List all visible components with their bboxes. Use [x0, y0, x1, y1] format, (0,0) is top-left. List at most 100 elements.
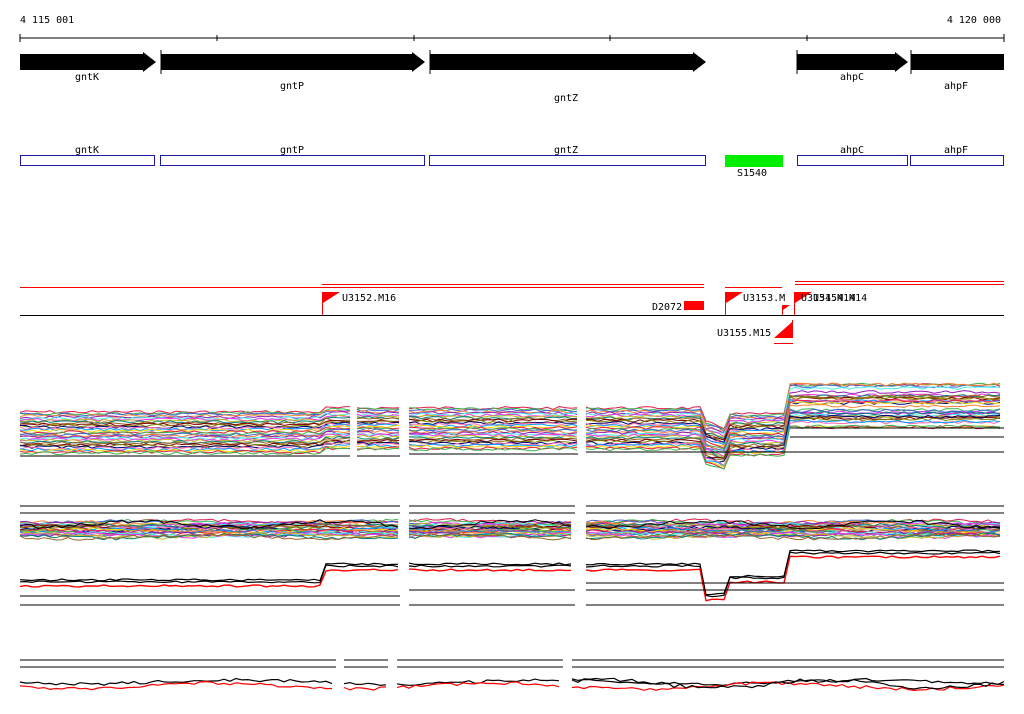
probe-trace-b — [408, 532, 572, 540]
probe-trace-a — [408, 405, 578, 410]
probe-trace-a — [356, 434, 400, 439]
probe-trace-a — [356, 439, 400, 443]
probe-trace-a — [585, 396, 1001, 444]
annotation-label-gntZ: gntZ — [554, 145, 578, 156]
probe-trace-d — [571, 677, 1005, 690]
probe-trace-c — [408, 562, 572, 566]
feature-label-overlap: U3154.M14 — [813, 293, 867, 304]
expression-tracks — [19, 382, 1005, 692]
gene-gntZ[interactable]: gntZ — [429, 50, 706, 104]
probe-trace-a — [356, 423, 400, 428]
annotation-box-gntK[interactable]: gntK — [20, 145, 155, 166]
probe-trace-a — [356, 420, 400, 424]
probe-trace-b — [19, 533, 399, 541]
probe-trace-a — [19, 421, 351, 428]
probe-trace-b — [585, 519, 1001, 530]
probe-trace-a — [409, 412, 578, 417]
probe-trace-a — [356, 412, 400, 417]
annotation-track: gntK gntP gntZ S1540 ahpC ahpF — [20, 145, 1004, 179]
feature-label-U3152: U3152.M16 — [342, 293, 396, 304]
probe-trace-b — [408, 521, 572, 528]
feature-flag-U3152[interactable]: U3152.M16 — [322, 292, 397, 315]
feature-flag-U3153[interactable]: U3153.M — [725, 292, 786, 315]
probe-trace-a — [585, 398, 1001, 446]
highlight-trace-d — [343, 686, 387, 691]
annotation-label-gntK: gntK — [75, 145, 99, 156]
annotation-label-ahpC: ahpC — [840, 145, 864, 156]
probe-trace-a — [356, 409, 400, 414]
srna-feature-S1540[interactable]: S1540 — [725, 155, 783, 179]
gene-label-gntP: gntP — [280, 81, 304, 92]
probe-trace-a — [356, 442, 400, 447]
probe-trace-a — [19, 441, 351, 449]
probe-trace-a — [408, 434, 578, 439]
probe-trace-a — [408, 424, 578, 429]
probe-trace-a — [585, 420, 1001, 467]
probe-trace-a — [585, 419, 1001, 468]
probe-trace-a — [585, 394, 1000, 441]
probe-trace-a — [356, 413, 400, 418]
probe-trace-a — [585, 414, 1001, 463]
probe-trace-c — [585, 551, 1001, 598]
probe-trace-d — [571, 677, 1005, 686]
probe-trace-c — [19, 564, 399, 584]
feature-flag-U3154[interactable]: U3154.M14 U3154.M14 — [782, 292, 868, 315]
highlight-trace-d — [396, 681, 560, 689]
probe-trace-a — [585, 408, 1001, 452]
probe-trace-a — [356, 417, 400, 420]
probe-trace-b — [19, 523, 399, 532]
probe-trace-b — [408, 519, 571, 530]
probe-trace-a — [356, 428, 400, 433]
probe-trace-b — [19, 519, 399, 530]
probe-trace-a — [19, 445, 350, 454]
probe-trace-a — [585, 399, 1001, 449]
probe-trace-a — [19, 444, 351, 452]
probe-trace-a — [19, 447, 351, 456]
gene-gntP[interactable]: gntP — [160, 50, 425, 92]
gene-ahpF[interactable]: ahpF — [910, 50, 1004, 92]
probe-trace-a — [356, 441, 400, 446]
highlight-trace-c — [19, 568, 399, 588]
gene-gntK[interactable]: gntK — [20, 52, 156, 83]
feature-track: U3152.M16 D2072 U3153.M U3154.M14 U3154.… — [20, 281, 1004, 344]
probe-trace-a — [408, 408, 578, 413]
probe-trace-a — [19, 430, 351, 438]
probe-trace-a — [408, 411, 578, 416]
probe-trace-a — [585, 386, 1001, 434]
annotation-label-ahpF: ahpF — [944, 145, 968, 156]
annotation-box-gntP[interactable]: gntP — [160, 145, 425, 166]
highlight-trace-c — [408, 568, 571, 572]
probe-trace-b — [585, 526, 1001, 535]
srna-label: S1540 — [737, 168, 767, 179]
probe-trace-a — [356, 429, 400, 434]
probe-trace-a — [408, 431, 578, 435]
highlight-trace-d — [19, 680, 333, 691]
feature-flag-U3155[interactable]: U3155.M15 — [717, 320, 793, 344]
probe-trace-a — [408, 443, 578, 448]
probe-trace-a — [356, 407, 400, 410]
feature-label-U3153: U3153.M — [743, 293, 785, 304]
gene-label-gntK: gntK — [75, 72, 99, 83]
annotation-box-ahpF[interactable]: ahpF — [910, 145, 1004, 166]
probe-trace-a — [19, 428, 351, 437]
annotation-box-ahpC[interactable]: ahpC — [797, 145, 908, 166]
probe-trace-b — [585, 533, 1001, 541]
probe-trace-c — [408, 564, 572, 568]
gene-label-gntZ: gntZ — [554, 93, 578, 104]
probe-trace-a — [356, 433, 400, 438]
probe-trace-b — [585, 523, 1001, 532]
probe-trace-a — [356, 445, 400, 449]
annotation-label-gntP: gntP — [280, 145, 304, 156]
gene-ahpC[interactable]: ahpC — [796, 50, 908, 83]
probe-trace-a — [356, 411, 400, 415]
coordinate-ruler: 4 115 001 4 120 000 — [19, 15, 1005, 42]
probe-trace-b — [19, 530, 399, 539]
probe-trace-a — [585, 382, 1001, 431]
annotation-box-gntZ[interactable]: gntZ — [429, 145, 706, 166]
feature-label-U3154: U3154.M14 — [801, 293, 855, 304]
probe-trace-b — [19, 527, 399, 536]
gene-label-ahpC: ahpC — [840, 72, 864, 83]
probe-trace-b — [585, 530, 1000, 538]
feature-block-D2072[interactable]: D2072 — [652, 301, 704, 313]
